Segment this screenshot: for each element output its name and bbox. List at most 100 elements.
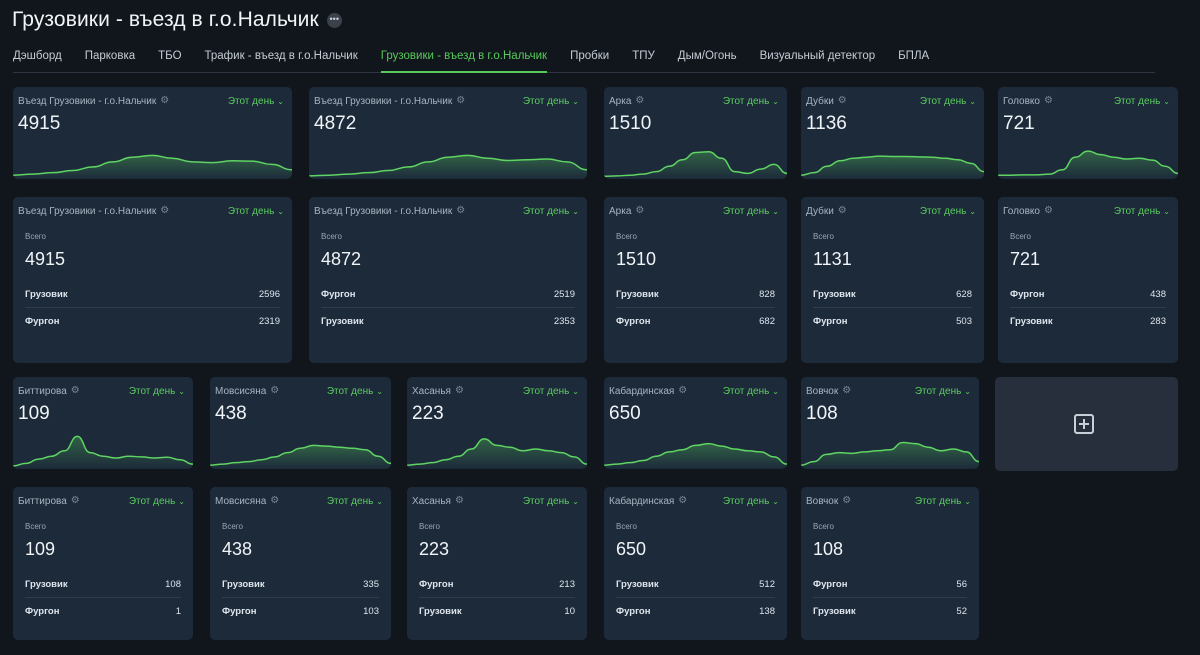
spark-widget[interactable]: Хасанья ⚙ Этот день ⌄ 223	[407, 377, 587, 469]
gear-icon[interactable]: ⚙	[678, 495, 688, 506]
period-selector[interactable]: Этот день ⌄	[914, 495, 971, 507]
tab-smoke-fire[interactable]: Дым/Огонь	[677, 50, 737, 62]
spark-widget[interactable]: Въезд Грузовики - г.о.Нальчик ⚙ Этот ден…	[13, 87, 292, 179]
spark-widget[interactable]: Головко ⚙ Этот день ⌄ 721	[998, 87, 1178, 179]
gear-icon[interactable]: ⚙	[270, 495, 280, 506]
stats-widget[interactable]: Биттирова ⚙ Этот день ⌄ Всего 109 Грузови…	[13, 487, 193, 640]
stats-widget[interactable]: Вовчок ⚙ Этот день ⌄ Всего 108 Фургон 56 …	[801, 487, 979, 640]
gear-icon[interactable]: ⚙	[635, 205, 645, 216]
gear-icon[interactable]: ⚙	[270, 385, 280, 396]
period-selector[interactable]: Этот день ⌄	[227, 205, 284, 217]
chevron-down-icon: ⌄	[277, 96, 284, 106]
period-selector[interactable]: Этот день ⌄	[919, 95, 976, 107]
stats-widget[interactable]: Въезд Грузовики - г.о.Нальчик ⚙ Этот ден…	[309, 197, 587, 363]
gear-icon[interactable]: ⚙	[635, 95, 645, 106]
gear-icon[interactable]: ⚙	[70, 385, 80, 396]
period-selector[interactable]: Этот день ⌄	[919, 205, 976, 217]
row-value: 213	[559, 578, 575, 590]
spark-widget[interactable]: Вовчок ⚙ Этот день ⌄ 108	[801, 377, 979, 469]
total-value: 1510	[616, 249, 657, 269]
period-selector[interactable]: Этот день ⌄	[522, 205, 579, 217]
period-selector[interactable]: Этот день ⌄	[227, 95, 284, 107]
row-value: 682	[759, 315, 775, 327]
tab-jams[interactable]: Пробки	[570, 50, 610, 62]
stats-widget[interactable]: Дубки ⚙ Этот день ⌄ Всего 1131 Грузовик 6…	[801, 197, 984, 363]
period-selector[interactable]: Этот день ⌄	[722, 205, 779, 217]
spark-widget[interactable]: Кабардинская ⚙ Этот день ⌄ 650	[604, 377, 787, 469]
period-selector[interactable]: Этот день ⌄	[722, 495, 779, 507]
row-value: 283	[1150, 315, 1166, 327]
gear-icon[interactable]: ⚙	[70, 495, 80, 506]
chevron-down-icon: ⌄	[572, 96, 579, 106]
sparkline-line	[801, 155, 984, 176]
spark-widget[interactable]: Арка ⚙ Этот день ⌄ 1510	[604, 87, 787, 179]
gear-icon[interactable]: ⚙	[454, 495, 464, 506]
sparkline-area	[801, 442, 979, 469]
tab-visual-detector[interactable]: Визуальный детектор	[759, 50, 876, 62]
period-selector[interactable]: Этот день ⌄	[128, 385, 185, 397]
sparkline-line	[13, 435, 193, 467]
stats-widget[interactable]: Хасанья ⚙ Этот день ⌄ Всего 223 Фургон 21…	[407, 487, 587, 640]
stats-widget[interactable]: Головко ⚙ Этот день ⌄ Всего 721 Фургон 43…	[998, 197, 1178, 363]
widget-title: Головко	[1003, 95, 1040, 107]
period-selector[interactable]: Этот день ⌄	[522, 385, 579, 397]
ellipsis-icon[interactable]: •••	[326, 12, 342, 28]
gear-icon[interactable]: ⚙	[1043, 95, 1053, 106]
sparkline-line	[210, 444, 391, 466]
spark-widget[interactable]: Мовсисяна ⚙ Этот день ⌄ 438	[210, 377, 391, 469]
gear-icon[interactable]: ⚙	[678, 385, 688, 396]
page-title: Грузовики - въезд в г.о.Нальчик	[12, 8, 319, 31]
period-selector[interactable]: Этот день ⌄	[722, 95, 779, 107]
total-value: 721	[1010, 249, 1041, 269]
period-selector[interactable]: Этот день ⌄	[914, 385, 971, 397]
period-selector[interactable]: Этот день ⌄	[1113, 95, 1170, 107]
gear-icon[interactable]: ⚙	[842, 385, 852, 396]
gear-icon[interactable]: ⚙	[160, 205, 170, 216]
gear-icon[interactable]: ⚙	[842, 495, 852, 506]
chevron-down-icon: ⌄	[969, 206, 976, 216]
add-widget-button[interactable]	[995, 377, 1178, 471]
stats-widget[interactable]: Арка ⚙ Этот день ⌄ Всего 1510 Грузовик 82…	[604, 197, 787, 363]
tab-parking[interactable]: Парковка	[84, 50, 136, 62]
gear-icon[interactable]: ⚙	[456, 205, 466, 216]
breakdown-row: Грузовик 828	[616, 281, 775, 308]
tab-tbo[interactable]: ТБО	[158, 50, 182, 62]
spark-widget[interactable]: Биттирова ⚙ Этот день ⌄ 109	[13, 377, 193, 469]
spark-widget[interactable]: Въезд Грузовики - г.о.Нальчик ⚙ Этот ден…	[309, 87, 587, 179]
stats-widget[interactable]: Кабардинская ⚙ Этот день ⌄ Всего 650 Груз…	[604, 487, 787, 640]
breakdown-row: Фургон 438	[1010, 281, 1166, 308]
period-selector[interactable]: Этот день ⌄	[326, 495, 383, 507]
gear-icon[interactable]: ⚙	[1043, 205, 1053, 216]
tab-dashboard[interactable]: Дэшборд	[13, 50, 62, 62]
widget-value: 109	[18, 403, 50, 424]
stats-widget[interactable]: Мовсисяна ⚙ Этот день ⌄ Всего 438 Грузови…	[210, 487, 391, 640]
period-selector[interactable]: Этот день ⌄	[128, 495, 185, 507]
sparkline-chart	[604, 151, 787, 179]
row-label: Фургон	[25, 315, 60, 327]
tab-traffic[interactable]: Трафик - въезд в г.о.Нальчик	[204, 50, 358, 62]
period-selector[interactable]: Этот день ⌄	[326, 385, 383, 397]
sparkline-line	[309, 154, 587, 177]
period-selector[interactable]: Этот день ⌄	[522, 495, 579, 507]
chevron-down-icon: ⌄	[376, 496, 383, 506]
stats-widget[interactable]: Въезд Грузовики - г.о.Нальчик ⚙ Этот ден…	[13, 197, 292, 363]
period-selector[interactable]: Этот день ⌄	[522, 95, 579, 107]
period-selector[interactable]: Этот день ⌄	[722, 385, 779, 397]
gear-icon[interactable]: ⚙	[454, 385, 464, 396]
tab-tpu[interactable]: ТПУ	[632, 50, 655, 62]
total-label: Всего	[813, 522, 834, 531]
spark-widget[interactable]: Дубки ⚙ Этот день ⌄ 1136	[801, 87, 984, 179]
tab-trucks[interactable]: Грузовики - въезд в г.о.Нальчик	[380, 46, 548, 73]
tab-uav[interactable]: БПЛА	[898, 50, 930, 62]
breakdown-row: Фургон 503	[813, 308, 972, 334]
gear-icon[interactable]: ⚙	[837, 95, 847, 106]
period-selector[interactable]: Этот день ⌄	[1113, 205, 1170, 217]
tab-bar: Дэшборд Парковка ТБО Трафик - въезд в г.…	[13, 46, 1155, 73]
gear-icon[interactable]: ⚙	[456, 95, 466, 106]
gear-icon[interactable]: ⚙	[837, 205, 847, 216]
total-label: Всего	[419, 522, 440, 531]
widget-title: Головко	[1003, 205, 1040, 217]
gear-icon[interactable]: ⚙	[160, 95, 170, 106]
chevron-down-icon: ⌄	[772, 386, 779, 396]
row-value: 56	[956, 578, 967, 590]
